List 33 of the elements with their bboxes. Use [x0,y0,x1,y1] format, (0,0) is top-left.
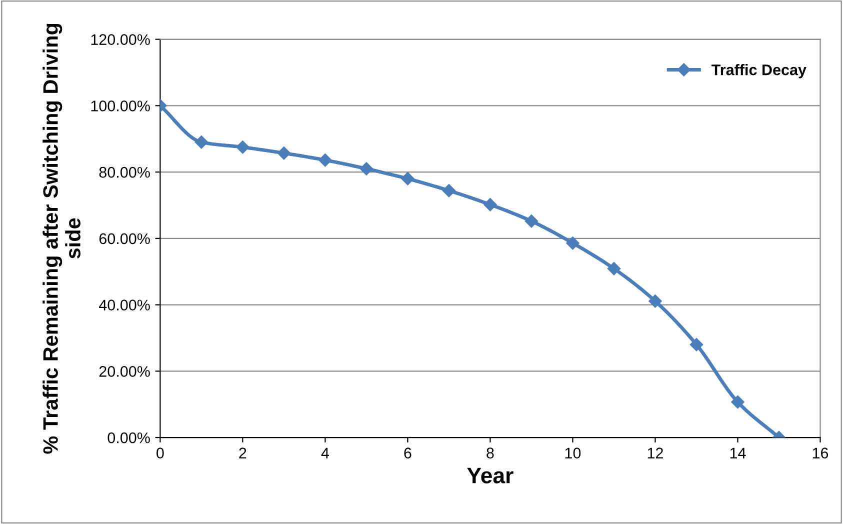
point [690,338,704,352]
point [318,154,332,167]
point [442,184,456,198]
x-tick-label: 10 [565,448,581,458]
point [236,140,250,154]
y-tick-label: 100.00% [91,100,150,112]
point [648,294,662,308]
x-tick-label: 16 [812,448,828,458]
x-tick-label: 6 [404,448,412,458]
point [566,236,580,250]
y-tick-label: 60.00% [99,233,150,244]
point [277,146,291,160]
point [731,395,744,409]
x-axis-title: Year [467,468,514,484]
x-tick-label: 12 [648,448,663,458]
y-tick-label: 20.00% [99,366,150,377]
x-tick-label: 2 [239,448,246,458]
x-tick-label: 4 [321,448,329,458]
point [360,162,374,176]
point [607,262,621,276]
y-tick-label: 40.00% [98,300,150,310]
x-tick-label: 8 [486,448,494,458]
point [401,172,414,186]
legend-label: Traffic Decay [712,64,806,78]
point [484,198,497,212]
x-tick-label: 14 [730,448,746,458]
y-tick-label: 80.00% [99,166,150,178]
x-tick-label: 0 [156,448,164,458]
point [524,214,538,228]
point [194,136,208,149]
y-tick-label: 0.00% [108,432,150,444]
y-tick-label: 120.00% [91,34,150,45]
y-axis-title: % Traffic Remaining after Switching Driving side [42,24,80,454]
